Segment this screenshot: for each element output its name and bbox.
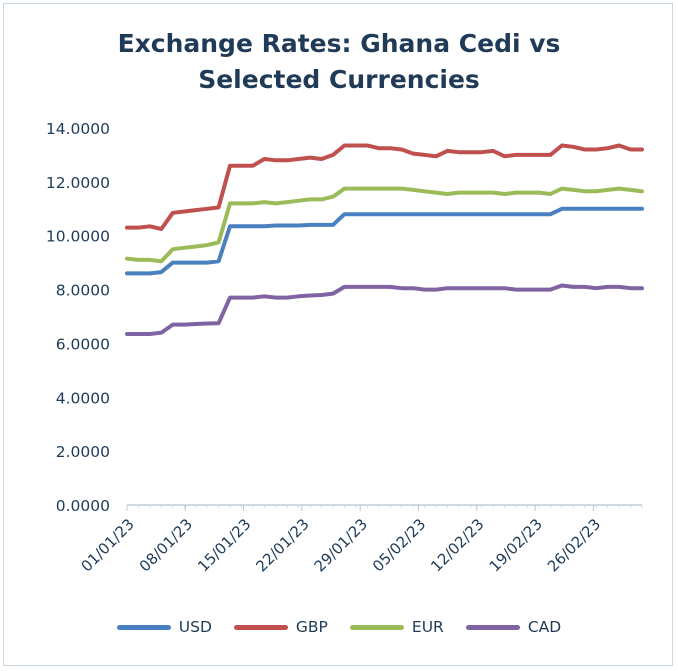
legend-item-cad: CAD bbox=[465, 618, 562, 636]
x-tick-label: 22/01/23 bbox=[252, 515, 312, 575]
series-line-usd bbox=[125, 206, 644, 276]
y-tick-label: 12.0000 bbox=[46, 174, 110, 192]
legend-label: GBP bbox=[295, 618, 328, 636]
x-tick-label: 01/01/23 bbox=[77, 515, 137, 575]
x-tick-label: 05/02/23 bbox=[369, 515, 429, 575]
y-tick-label: 8.0000 bbox=[56, 282, 110, 300]
legend-label: CAD bbox=[527, 618, 562, 636]
x-tick-label: 19/02/23 bbox=[486, 515, 546, 575]
legend-item-usd: USD bbox=[116, 618, 212, 636]
legend-label: EUR bbox=[411, 618, 444, 636]
x-tick-label: 15/01/23 bbox=[194, 515, 254, 575]
y-tick-label: 6.0000 bbox=[56, 335, 110, 353]
x-tick-label: 12/02/23 bbox=[427, 515, 487, 575]
legend-item-gbp: GBP bbox=[233, 618, 328, 636]
y-tick-label: 2.0000 bbox=[56, 443, 110, 461]
y-tick-label: 0.0000 bbox=[56, 497, 110, 515]
y-tick-label: 14.0000 bbox=[46, 120, 110, 138]
series-line-eur bbox=[125, 186, 644, 264]
legend-swatch bbox=[116, 624, 171, 630]
legend-label: USD bbox=[178, 618, 212, 636]
legend-swatch bbox=[349, 624, 404, 630]
legend-item-eur: EUR bbox=[349, 618, 444, 636]
x-tick-label: 08/01/23 bbox=[136, 515, 196, 575]
series-layer bbox=[125, 143, 644, 336]
legend: USD GBP EUR CAD bbox=[0, 618, 678, 636]
series-line-gbp bbox=[125, 143, 644, 231]
x-tick-label: 26/02/23 bbox=[544, 515, 604, 575]
chart-title: Exchange Rates: Ghana Cedi vs Selected C… bbox=[0, 26, 678, 98]
y-tick-label: 10.0000 bbox=[46, 228, 110, 246]
legend-swatch bbox=[465, 624, 520, 630]
x-tick-label: 29/01/23 bbox=[311, 515, 371, 575]
chart-title-line-1: Exchange Rates: Ghana Cedi vs bbox=[117, 29, 561, 58]
y-tick-label: 4.0000 bbox=[56, 389, 110, 407]
chart-frame bbox=[3, 3, 673, 666]
legend-swatch bbox=[233, 624, 288, 630]
chart-title-line-2: Selected Currencies bbox=[198, 65, 480, 94]
series-line-cad bbox=[125, 283, 644, 336]
